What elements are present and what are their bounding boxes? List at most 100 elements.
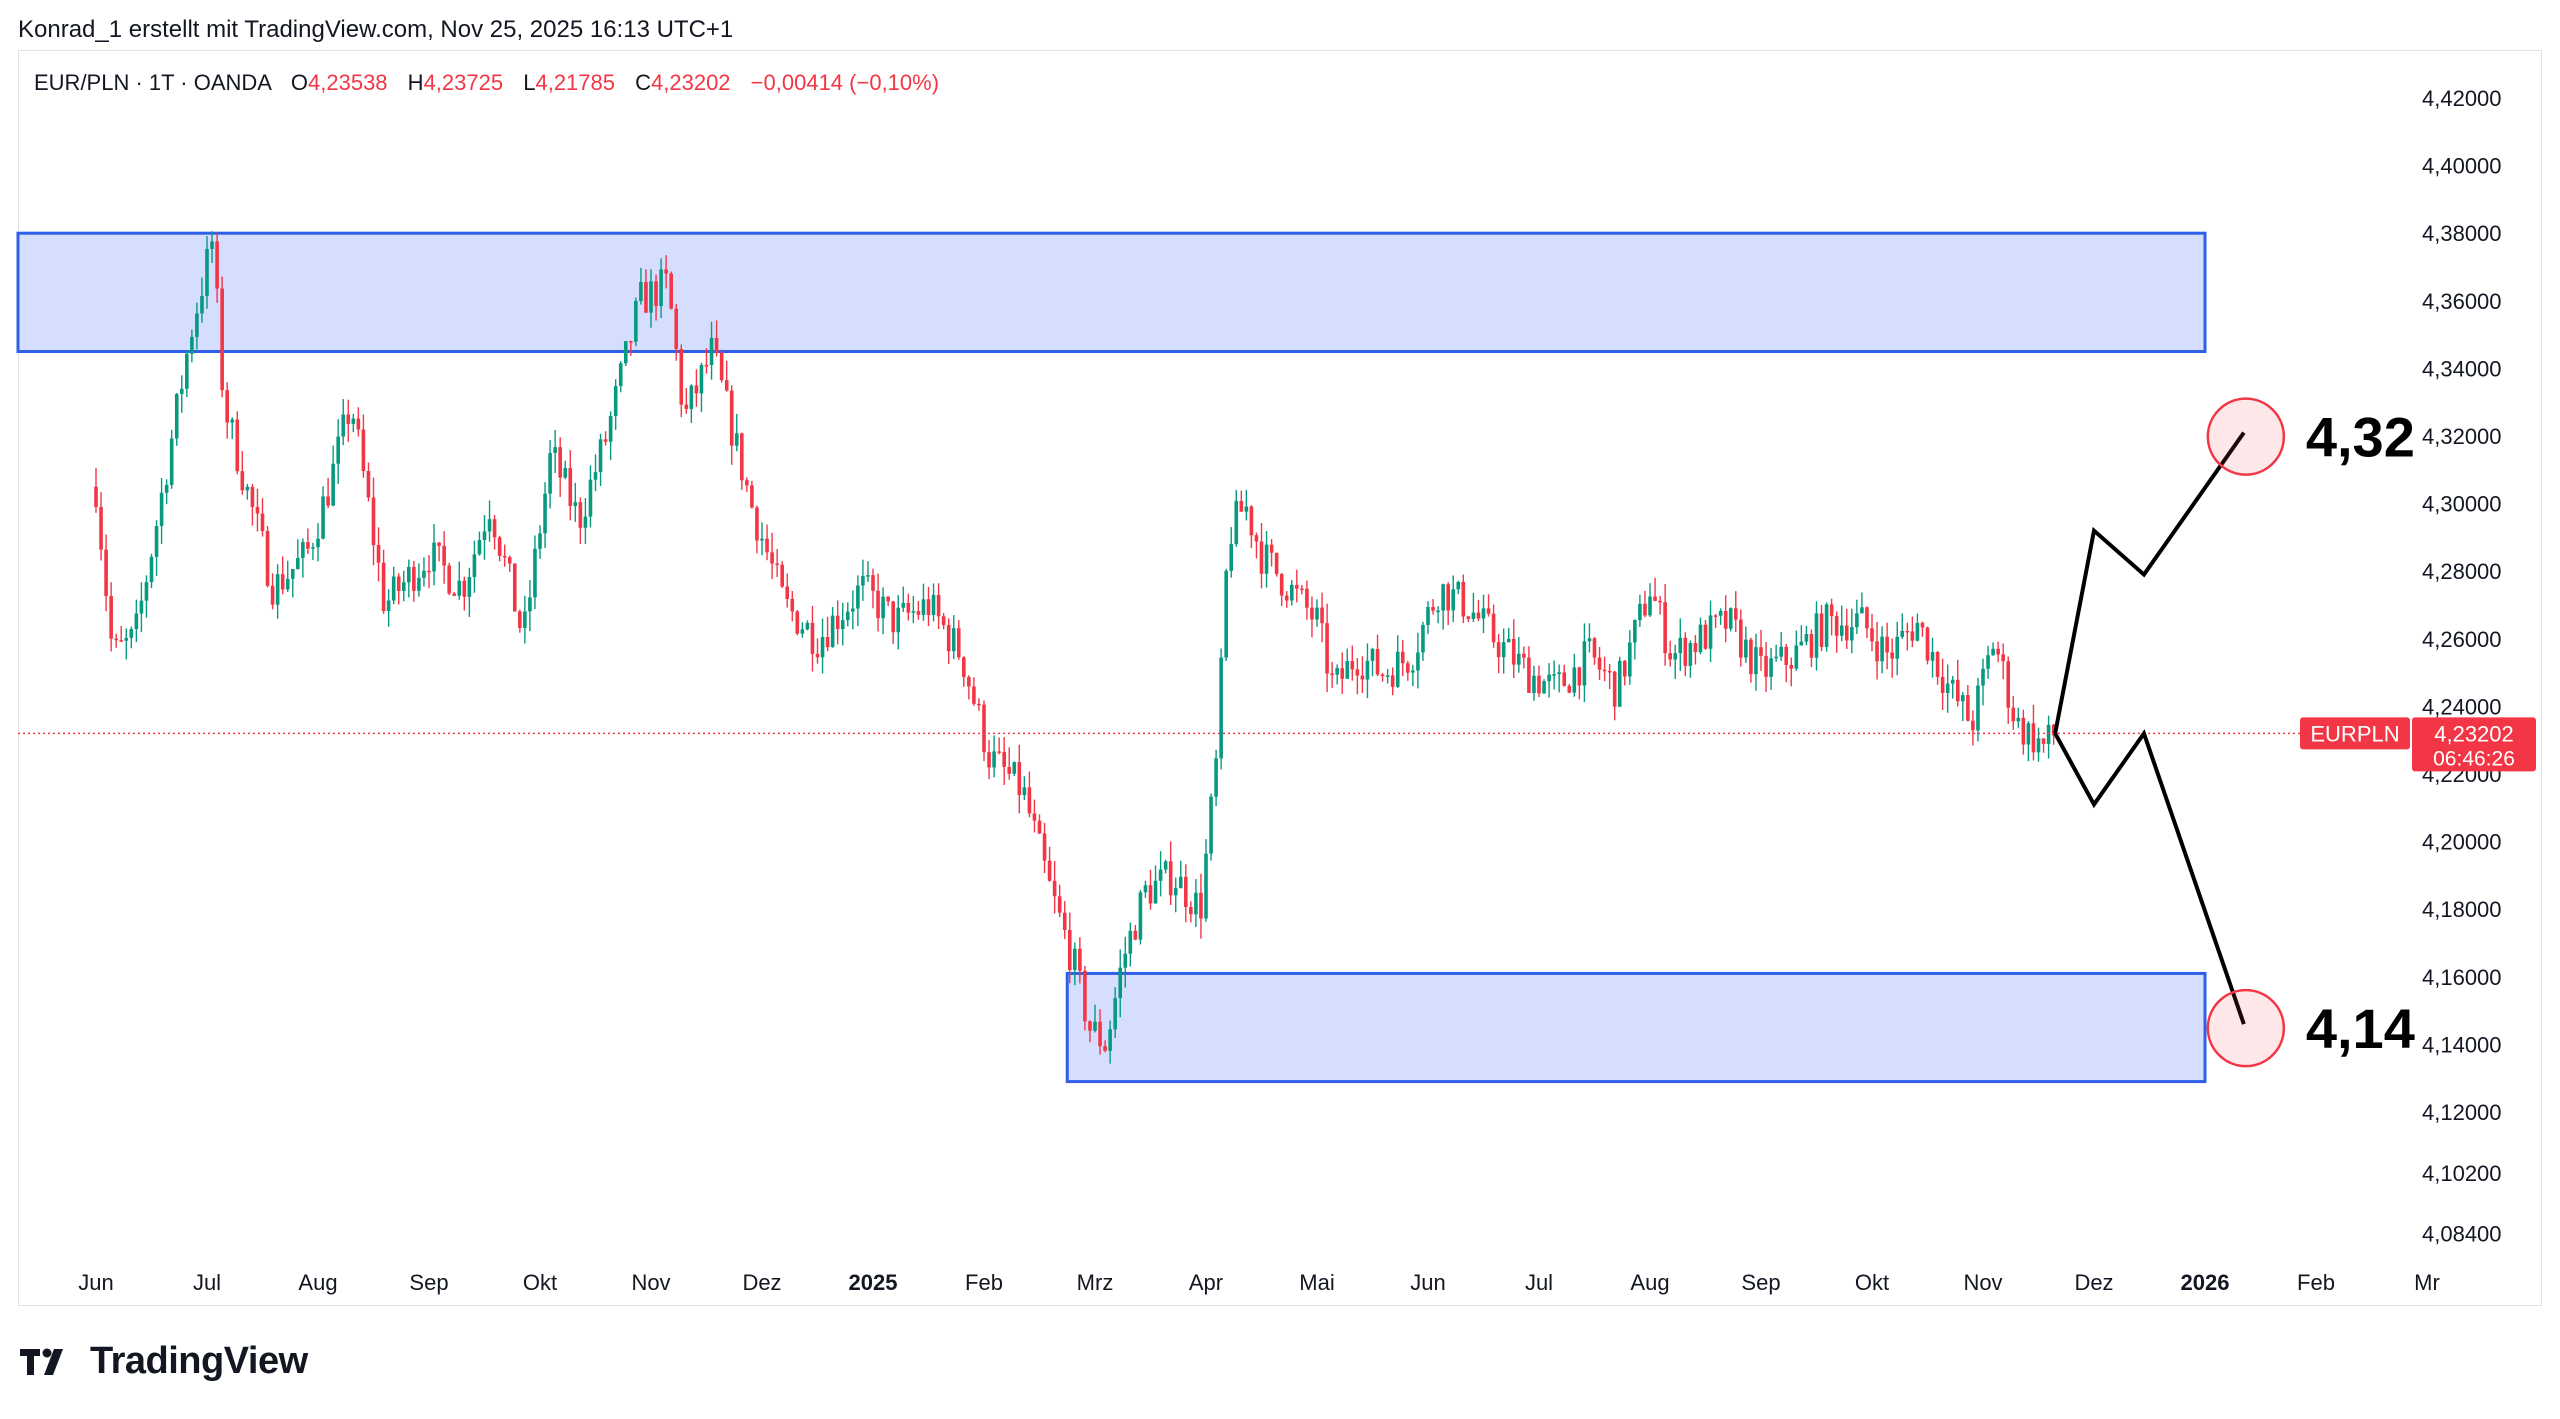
candle bbox=[1279, 572, 1284, 607]
candle bbox=[1703, 619, 1708, 650]
candle bbox=[477, 531, 482, 556]
price-tick-label: 4,20000 bbox=[2422, 830, 2502, 855]
projection-down-line[interactable] bbox=[2053, 729, 2246, 1025]
candle bbox=[588, 465, 593, 528]
candle bbox=[790, 591, 795, 622]
candle bbox=[845, 602, 850, 627]
candle bbox=[654, 274, 658, 321]
time-tick-label: Aug bbox=[298, 1270, 337, 1295]
legend-change: −0,00414 (−0,10%) bbox=[750, 70, 940, 95]
candle bbox=[361, 414, 366, 478]
candle bbox=[104, 534, 108, 612]
candle bbox=[1799, 625, 1804, 646]
candle bbox=[1739, 609, 1743, 667]
candle bbox=[926, 586, 931, 627]
candle bbox=[1658, 595, 1662, 615]
candle bbox=[134, 599, 139, 643]
candle bbox=[1133, 925, 1138, 941]
tradingview-logo[interactable]: TradingView bbox=[20, 1340, 308, 1383]
target-circle[interactable] bbox=[2206, 397, 2286, 476]
candle bbox=[1118, 949, 1123, 1018]
candle bbox=[1138, 890, 1143, 945]
candle bbox=[785, 573, 790, 608]
candle bbox=[1698, 617, 1703, 655]
candle bbox=[1643, 590, 1647, 618]
candle bbox=[1638, 594, 1642, 627]
candle bbox=[1607, 664, 1612, 690]
candle bbox=[1784, 644, 1789, 683]
candle bbox=[1158, 851, 1163, 897]
candle bbox=[396, 573, 401, 605]
candle bbox=[114, 633, 118, 648]
candle bbox=[1426, 601, 1430, 634]
candle bbox=[1940, 658, 1945, 711]
candle bbox=[1547, 663, 1551, 698]
tradingview-logo-text: TradingView bbox=[90, 1340, 308, 1382]
time-tick-label: Mrz bbox=[1077, 1270, 1114, 1295]
candle bbox=[270, 573, 275, 610]
candle bbox=[386, 589, 391, 627]
candle bbox=[1668, 640, 1672, 667]
candle bbox=[644, 269, 648, 313]
candle bbox=[1017, 744, 1022, 814]
candle bbox=[1350, 645, 1355, 681]
candle bbox=[1572, 653, 1577, 697]
candle bbox=[1955, 659, 1960, 707]
projection-up-line[interactable] bbox=[2053, 431, 2246, 734]
time-tick-label: Feb bbox=[965, 1270, 1003, 1295]
candle bbox=[1249, 505, 1254, 549]
time-tick-label: Aug bbox=[1630, 1270, 1669, 1295]
candle bbox=[815, 638, 820, 664]
legend-close-value: 4,23202 bbox=[651, 70, 731, 95]
candle bbox=[1728, 607, 1733, 632]
candle bbox=[1557, 664, 1561, 693]
candle bbox=[1032, 799, 1037, 833]
candle bbox=[1088, 1020, 1092, 1043]
candle bbox=[1067, 912, 1072, 984]
candle bbox=[1431, 599, 1435, 615]
candle bbox=[144, 575, 149, 618]
candle bbox=[215, 233, 219, 303]
candle bbox=[250, 484, 255, 526]
candle bbox=[1592, 636, 1597, 665]
candle bbox=[1395, 635, 1400, 688]
candle bbox=[1981, 658, 1985, 706]
candle bbox=[1491, 604, 1496, 648]
candle bbox=[1436, 606, 1440, 624]
candle bbox=[1037, 814, 1042, 835]
candle bbox=[901, 586, 906, 612]
candle bbox=[1733, 591, 1738, 633]
candle bbox=[1511, 619, 1516, 679]
candle bbox=[719, 349, 724, 383]
candle bbox=[1567, 683, 1572, 694]
candle bbox=[891, 600, 895, 644]
candle bbox=[1370, 647, 1375, 677]
candle bbox=[1385, 669, 1390, 684]
candle bbox=[951, 615, 956, 660]
candle bbox=[296, 539, 300, 570]
candle bbox=[1083, 965, 1087, 1031]
candle bbox=[1264, 531, 1269, 588]
candle bbox=[1986, 645, 1990, 679]
candle bbox=[1012, 761, 1017, 776]
candle bbox=[235, 411, 240, 475]
candle bbox=[578, 497, 583, 544]
last-price-tag[interactable] bbox=[2412, 717, 2536, 772]
candle bbox=[341, 398, 346, 446]
target-circle[interactable] bbox=[2206, 988, 2286, 1068]
candle bbox=[1184, 864, 1188, 923]
zone-resistance[interactable] bbox=[16, 231, 2207, 353]
ticker-tag[interactable] bbox=[2300, 717, 2410, 750]
candle bbox=[1269, 539, 1274, 567]
candle bbox=[2021, 709, 2026, 755]
zone-support[interactable] bbox=[1065, 971, 2207, 1084]
candle bbox=[871, 568, 875, 609]
candle bbox=[629, 340, 633, 356]
candle bbox=[1582, 623, 1587, 703]
candle bbox=[164, 479, 169, 505]
candle bbox=[336, 419, 340, 484]
price-axis: 4,42000 4,40000 4,38000 4,36000 4,34000 4,320… bbox=[2422, 86, 2502, 1247]
target-label: 4,14 bbox=[2306, 997, 2415, 1060]
candle bbox=[1749, 637, 1753, 683]
